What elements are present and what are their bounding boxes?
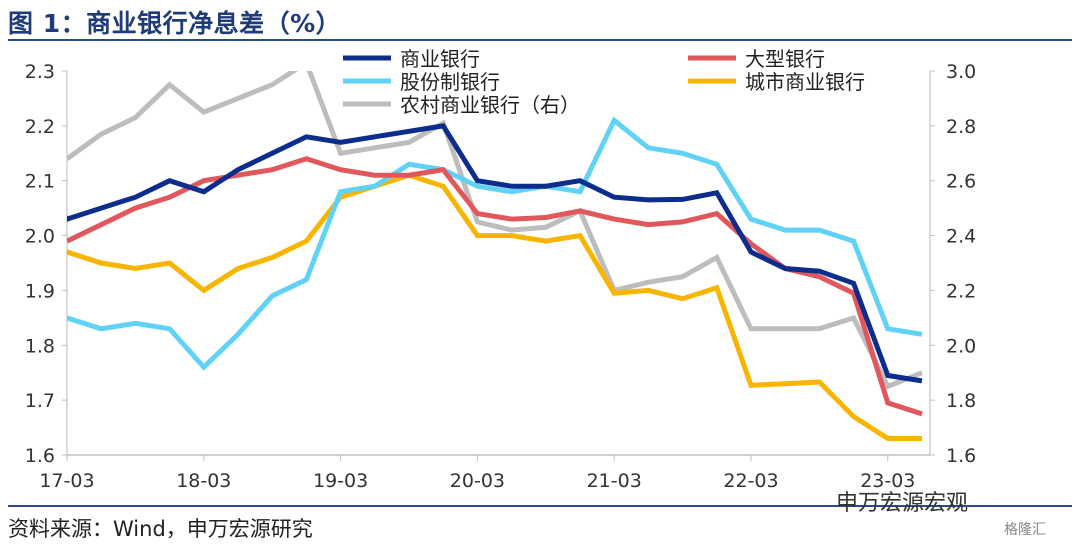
x-tick-label: 20-03 [450,470,505,492]
legend-label: 股份制银行 [400,70,500,94]
series-line-3 [67,116,923,371]
y-left-tick-label: 2.0 [25,226,55,248]
source-note: 资料来源：Wind，申万宏源研究 [8,517,313,541]
y-right-tick-label: 3.0 [946,61,976,83]
series-line-4 [67,172,922,441]
y-right-tick-label: 1.6 [946,445,976,467]
series-line-5 [67,71,923,390]
y-right-tick-label: 2.8 [946,116,976,138]
x-tick-label: 18-03 [176,470,231,492]
x-tick-label: 21-03 [587,470,642,492]
x-tick-label: 19-03 [313,470,368,492]
y-right-tick-label: 2.6 [946,171,976,193]
title-rule [8,39,1072,41]
y-right-tick-label: 2.2 [946,280,976,302]
y-left-tick-label: 1.6 [25,445,55,467]
y-left-tick-label: 1.7 [25,390,55,412]
watermark-logo-text: 格隆汇 [1004,522,1046,538]
y-right-tick-label: 1.8 [946,390,976,412]
chart-title: 图 1：商业银行净息差（%） [8,9,342,38]
legend-label: 城市商业银行 [745,70,865,94]
series-line-1 [67,123,923,384]
footer-rule [8,505,1072,507]
x-tick-label: 23-03 [860,470,915,492]
y-right-tick-label: 2.4 [946,226,976,248]
y-left-tick-label: 1.9 [25,280,55,302]
legend-label: 商业银行 [400,47,480,71]
legend-label: 大型银行 [745,47,825,71]
legend-label: 农村商业银行（右） [400,93,580,117]
x-tick-label: 17-03 [39,470,94,492]
y-left-tick-label: 1.8 [25,335,55,357]
y-left-tick-label: 2.2 [25,116,55,138]
watermark-text: 申万宏源宏观 [836,491,969,516]
y-right-tick-label: 2.0 [946,335,976,357]
y-left-tick-label: 2.3 [25,61,55,83]
y-left-tick-label: 2.1 [25,171,55,193]
x-tick-label: 22-03 [723,470,778,492]
